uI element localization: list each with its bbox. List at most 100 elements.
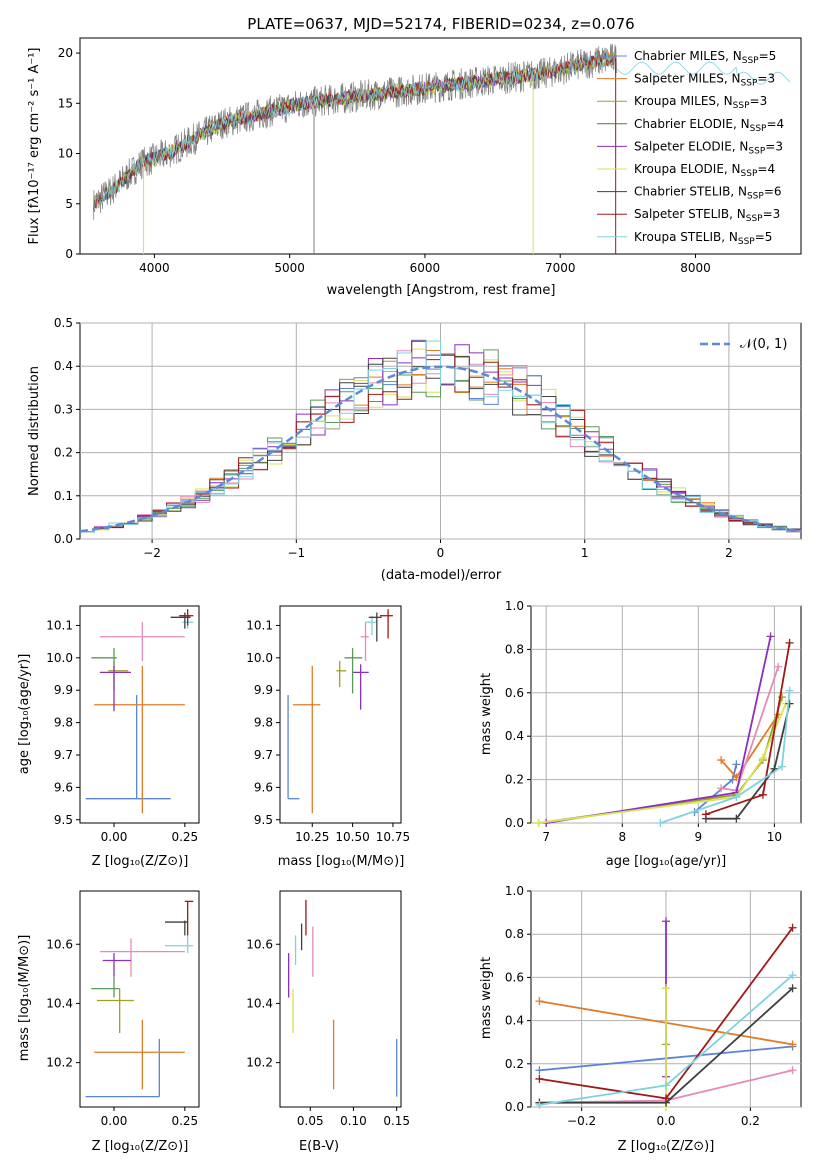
- massweight-marker: [662, 1094, 670, 1103]
- model-spectrum: [93, 51, 615, 211]
- x-tick-label: 10.50: [335, 830, 369, 844]
- normal-reference-curve: [79, 365, 802, 533]
- x-tick-label: −0.2: [567, 1114, 596, 1128]
- y-tick-label: 1.0: [505, 599, 524, 613]
- y-tick-label: 9.5: [254, 813, 273, 827]
- massweight-marker: [766, 632, 775, 641]
- x-tick-label: 10.75: [376, 830, 410, 844]
- massweight-marker: [535, 1066, 544, 1075]
- massweight-marker: [535, 997, 544, 1006]
- massweight-marker: [732, 814, 741, 823]
- x-tick-label: 4000: [139, 261, 170, 275]
- mwZ-xlabel: Z [log₁₀(Z/Z⊙)]: [618, 1139, 715, 1154]
- y-tick-label: 10.6: [246, 937, 273, 951]
- legend-entry: Kroupa MILES, NSSP=3: [634, 94, 767, 111]
- y-tick-label: 0.6: [505, 970, 524, 984]
- y-tick-label: 9.7: [254, 748, 273, 762]
- mwZ-ylabel: mass weight: [479, 957, 494, 1039]
- y-tick-label: 10.0: [46, 651, 73, 665]
- residuals-legend-label: 𝒩(0, 1): [740, 337, 787, 352]
- massweight-marker: [535, 1074, 544, 1083]
- model-spectrum: [93, 52, 615, 211]
- y-tick-label: 9.8: [254, 716, 273, 730]
- x-tick-label: 0.00: [101, 830, 128, 844]
- y-tick-label: 9.8: [54, 716, 73, 730]
- axes-frame: [79, 605, 200, 824]
- x-tick-label: −1: [287, 546, 305, 560]
- massZ-ylabel: mass [log₁₀(M/M⊙)]: [17, 935, 32, 1062]
- legend-entry: Salpeter STELIB, NSSP=3: [634, 207, 780, 224]
- massweight-vs-Z-panel: −0.2 0.0 0.2 0.0 0.2 0.4 0.6 0.8 1.0: [505, 884, 802, 1128]
- x-tick-label: 0.2: [741, 1114, 760, 1128]
- y-tick-label: 0.0: [54, 532, 73, 546]
- x-tick-label: 8: [618, 830, 626, 844]
- x-tick-label: 0.10: [340, 1114, 367, 1128]
- x-tick-label: 0.25: [171, 830, 198, 844]
- mwAge-xlabel: age [log₁₀(age/yr)]: [606, 854, 727, 869]
- y-tick-label: 0.4: [54, 359, 73, 373]
- model-spectrum: [93, 53, 615, 211]
- y-tick-label: 0.3: [54, 402, 73, 416]
- x-tick-label: 0.00: [101, 1114, 128, 1128]
- y-tick-label: 0.8: [505, 927, 524, 941]
- axes-frame: [79, 37, 802, 255]
- y-tick-label: 0.0: [505, 1100, 524, 1114]
- massweight-marker: [535, 1100, 544, 1109]
- mwAge-ylabel: mass weight: [479, 673, 494, 755]
- massweight-marker: [534, 819, 543, 827]
- massweight-marker: [785, 686, 794, 695]
- y-tick-label: 10.6: [46, 937, 73, 951]
- y-tick-label: 10.2: [46, 1056, 73, 1070]
- axes-frame: [279, 890, 402, 1108]
- model-spectrum: [93, 55, 615, 211]
- massweight-marker: [788, 923, 797, 932]
- massweight-marker: [662, 1081, 670, 1090]
- age-vs-mass-panel: 10.25 10.50 10.75 9.5 9.6 9.7 9.8 9.9 10.0 10.1: [246, 605, 410, 844]
- x-tick-label: 7: [542, 830, 550, 844]
- mass-vs-ebv-panel: 0.05 0.10 0.15 10.2 10.4 10.6: [246, 890, 410, 1128]
- x-tick-label: 7000: [545, 261, 576, 275]
- y-tick-label: 9.5: [54, 813, 73, 827]
- y-tick-label: 1.0: [505, 884, 524, 898]
- x-tick-label: 1: [581, 546, 589, 560]
- y-tick-label: 0.2: [505, 773, 524, 787]
- massweight-marker: [662, 984, 670, 993]
- ageZ-xlabel: Z [log₁₀(Z/Z⊙)]: [92, 854, 189, 869]
- y-tick-label: 0.8: [505, 642, 524, 656]
- spectrum-legend: Chabrier MILES, NSSP=5 Salpeter MILES, NS…: [597, 49, 784, 247]
- massweight-marker: [788, 984, 797, 993]
- massweight-marker: [788, 971, 797, 980]
- y-tick-label: 20: [58, 46, 73, 60]
- massweight-vs-age-panel: 7 8 9 10 0.0 0.2 0.4 0.6 0.8 1.0: [505, 599, 802, 844]
- spectrum-xlabel: wavelength [Angstrom, rest frame]: [327, 283, 556, 298]
- y-tick-label: 10.0: [246, 651, 273, 665]
- y-tick-label: 5: [65, 197, 73, 211]
- axes-frame: [279, 605, 402, 824]
- massweight-marker: [662, 917, 670, 926]
- x-tick-label: 0.15: [383, 1114, 410, 1128]
- massweight-marker: [758, 790, 767, 799]
- y-tick-label: 9.7: [54, 748, 73, 762]
- massweight-marker: [774, 662, 783, 671]
- x-tick-label: 0: [437, 546, 445, 560]
- x-tick-label: 2: [725, 546, 733, 560]
- figure-title: PLATE=0637, MJD=52174, FIBERID=0234, z=0…: [247, 15, 634, 33]
- legend-entry: Kroupa ELODIE, NSSP=4: [634, 162, 775, 179]
- y-tick-label: 10.2: [246, 1056, 273, 1070]
- spectrum-ylabel: Flux [fλ10⁻¹⁷ erg cm⁻² s⁻¹ A⁻¹]: [27, 48, 42, 245]
- massweight-marker: [785, 699, 794, 708]
- massweight-marker: [717, 784, 726, 793]
- massweight-line: [660, 690, 791, 824]
- legend-entry: Salpeter MILES, NSSP=3: [634, 72, 775, 89]
- y-tick-label: 0.2: [505, 1057, 524, 1071]
- x-tick-label: 0.25: [171, 1114, 198, 1128]
- y-tick-label: 0.2: [54, 446, 73, 460]
- y-tick-label: 0.1: [54, 489, 73, 503]
- y-tick-label: 0.4: [505, 729, 524, 743]
- y-tick-label: 9.6: [54, 780, 73, 794]
- model-spectrum-red: [616, 61, 791, 85]
- y-tick-label: 0.6: [505, 686, 524, 700]
- legend-entry: Chabrier STELIB, NSSP=6: [634, 185, 782, 202]
- legend-entry: Chabrier MILES, NSSP=5: [634, 49, 776, 66]
- massweight-marker: [732, 760, 741, 769]
